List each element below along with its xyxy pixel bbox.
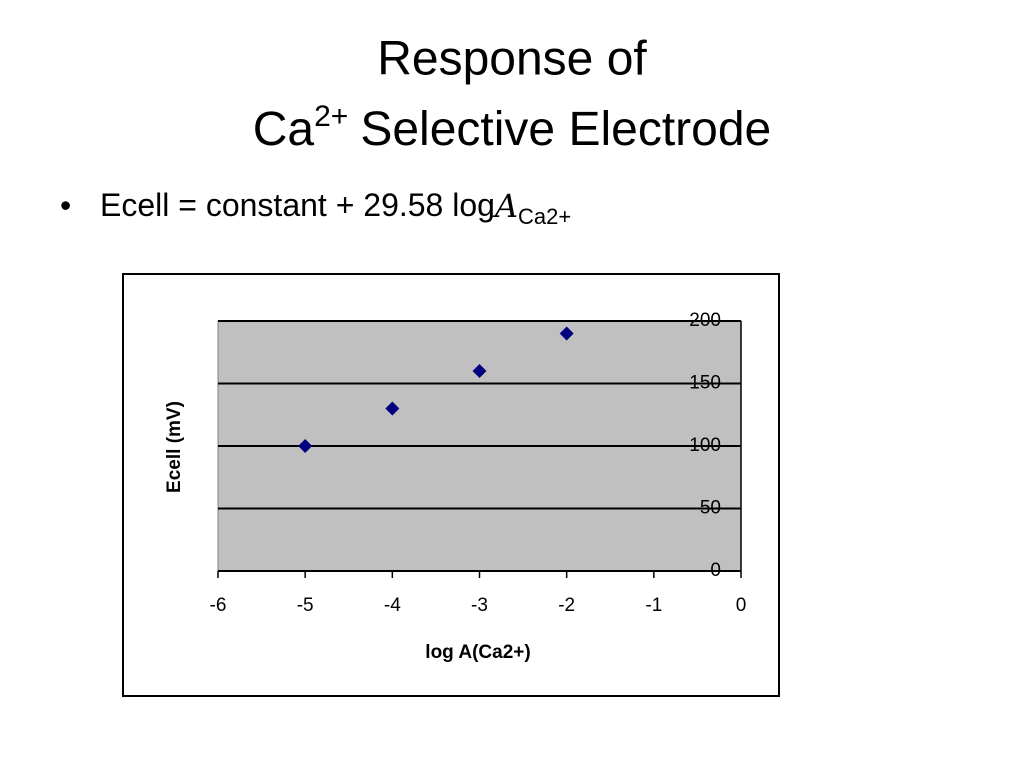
x-tick-label: -4: [384, 595, 401, 616]
title-part: Selective Electrode: [360, 103, 771, 156]
x-tick-label: -3: [471, 595, 488, 616]
data-point: [385, 401, 400, 416]
y-axis-label: Ecell (mV): [164, 401, 185, 493]
x-tick-label: -2: [558, 595, 575, 616]
x-axis-label: log A(Ca2+): [425, 642, 530, 663]
x-tick-label: 0: [736, 595, 747, 616]
bullet-subscript: Ca2+: [518, 204, 571, 229]
x-tick-label: -1: [645, 595, 662, 616]
bullet-main: Ecell = constant + 29.58 log: [100, 187, 495, 223]
data-point: [298, 439, 313, 453]
title-line: Ca2+ Selective Electrode: [253, 100, 771, 156]
x-tick-label: -6: [210, 595, 227, 616]
title-superscript: 2+: [314, 100, 348, 133]
title-line: Response of: [377, 33, 647, 86]
data-point: [559, 326, 574, 341]
y-tick-label: 200: [689, 310, 721, 331]
y-tick-label: 100: [689, 435, 721, 456]
x-tick-label: -5: [297, 595, 314, 616]
data-point: [472, 364, 487, 378]
bullet-text: Ecell = constant + 29.58 logACa2+: [100, 187, 571, 229]
bullet-symbol: A: [492, 187, 518, 225]
title-part: Ca: [253, 103, 315, 156]
bullet-dot: •: [60, 187, 71, 223]
y-tick-label: 150: [689, 373, 721, 394]
y-tick-label: 50: [700, 498, 721, 519]
